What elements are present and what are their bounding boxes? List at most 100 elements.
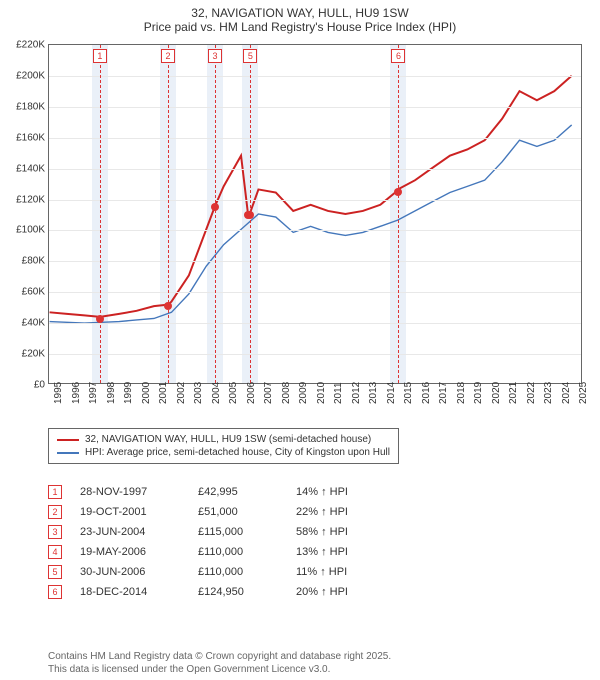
x-axis-label: 1997	[88, 382, 99, 404]
sale-row-number: 2	[48, 505, 62, 519]
sale-marker-box: 3	[208, 49, 222, 63]
series-line	[50, 76, 572, 317]
y-axis-label: £120K	[7, 194, 45, 205]
x-axis-label: 2005	[228, 382, 239, 404]
gridline	[49, 138, 581, 139]
sale-point	[164, 302, 172, 310]
y-axis-label: £40K	[7, 318, 45, 329]
sale-row-diff: 22% ↑ HPI	[296, 506, 396, 518]
price-chart: £0£20K£40K£60K£80K£100K£120K£140K£160K£1…	[48, 44, 582, 384]
gridline	[49, 354, 581, 355]
legend-item: 32, NAVIGATION WAY, HULL, HU9 1SW (semi-…	[57, 433, 390, 446]
legend-swatch	[57, 452, 79, 454]
sale-row: 4 19-MAY-2006 £110,000 13% ↑ HPI	[48, 542, 396, 562]
gridline	[49, 230, 581, 231]
legend-label: 32, NAVIGATION WAY, HULL, HU9 1SW (semi-…	[85, 434, 371, 445]
sale-row-price: £110,000	[198, 546, 278, 558]
x-axis-label: 2008	[281, 382, 292, 404]
x-axis-label: 2013	[368, 382, 379, 404]
legend-label: HPI: Average price, semi-detached house,…	[85, 447, 390, 458]
sale-row: 530-JUN-2006£110,00011% ↑ HPI	[48, 562, 396, 582]
x-axis-label: 2017	[438, 382, 449, 404]
legend-swatch	[57, 439, 79, 441]
sale-marker-box: 5	[243, 49, 257, 63]
y-axis-label: £80K	[7, 256, 45, 267]
sale-row: 219-OCT-2001£51,00022% ↑ HPI	[48, 502, 396, 522]
x-axis-label: 2007	[263, 382, 274, 404]
chart-legend: 32, NAVIGATION WAY, HULL, HU9 1SW (semi-…	[48, 428, 399, 464]
y-axis-label: £140K	[7, 163, 45, 174]
legend-item: HPI: Average price, semi-detached house,…	[57, 446, 390, 459]
sale-marker-box: 6	[391, 49, 405, 63]
gridline	[49, 261, 581, 262]
x-axis-label: 1998	[106, 382, 117, 404]
sale-point	[211, 203, 219, 211]
x-axis-label: 2001	[158, 382, 169, 404]
footer-license: This data is licensed under the Open Gov…	[48, 663, 590, 676]
x-axis-label: 2025	[578, 382, 589, 404]
page-title-address: 32, NAVIGATION WAY, HULL, HU9 1SW	[10, 6, 590, 20]
x-axis-label: 1995	[53, 382, 64, 404]
sale-row-date: 19-MAY-2006	[80, 546, 180, 558]
gridline	[49, 169, 581, 170]
sales-table: 1 28-NOV-1997 £42,995 14% ↑ HPI 2 19-OCT-2001…	[48, 482, 396, 602]
gridline	[49, 107, 581, 108]
x-axis-label: 2020	[491, 382, 502, 404]
y-axis-label: £220K	[7, 40, 45, 51]
x-axis-label: 2023	[543, 382, 554, 404]
y-axis-label: £180K	[7, 101, 45, 112]
series-line	[50, 125, 572, 323]
sale-dashline	[168, 45, 169, 383]
x-axis-label: 2011	[333, 382, 344, 404]
x-axis-label: 2003	[193, 382, 204, 404]
x-axis-label: 2014	[386, 382, 397, 404]
sale-row: 1 28-NOV-1997 £42,995 14% ↑ HPI	[48, 482, 396, 502]
sale-row-number: 3	[48, 525, 62, 539]
y-axis-label: £200K	[7, 70, 45, 81]
x-axis-label: 2010	[316, 382, 327, 404]
sale-point	[394, 188, 402, 196]
x-axis-label: 2021	[508, 382, 519, 404]
x-axis-label: 2009	[298, 382, 309, 404]
y-axis-label: £0	[7, 380, 45, 391]
sale-row-number: 6	[48, 585, 62, 599]
gridline	[49, 76, 581, 77]
sale-row: 618-DEC-2014£124,95020% ↑ HPI	[48, 582, 396, 602]
y-axis-label: £20K	[7, 349, 45, 360]
sale-row-diff: 58% ↑ HPI	[296, 526, 396, 538]
sale-row-number: 5	[48, 565, 62, 579]
license-footer: Contains HM Land Registry data © Crown c…	[48, 650, 590, 676]
sale-row-date: 23-JUN-2004	[80, 526, 180, 538]
gridline	[49, 292, 581, 293]
sale-row: 3 23-JUN-2004 £115,000 58% ↑ HPI	[48, 522, 396, 542]
x-axis-label: 2016	[421, 382, 432, 404]
sale-row-number: 4	[48, 545, 62, 559]
gridline	[49, 200, 581, 201]
x-axis-label: 2006	[246, 382, 257, 404]
sale-row-date: 30-JUN-2006	[80, 566, 180, 578]
x-axis-label: 2019	[473, 382, 484, 404]
x-axis-label: 2012	[351, 382, 362, 404]
sale-row-price: £110,000	[198, 566, 278, 578]
sale-marker-box: 1	[93, 49, 107, 63]
x-axis-label: 1996	[71, 382, 82, 404]
chart-svg	[49, 45, 581, 383]
sale-row-price: £42,995	[198, 486, 278, 498]
sale-row-price: £115,000	[198, 526, 278, 538]
sale-row-date: 19-OCT-2001	[80, 506, 180, 518]
y-axis-label: £60K	[7, 287, 45, 298]
x-axis-label: 2002	[176, 382, 187, 404]
sale-dashline	[398, 45, 399, 383]
sale-row-number: 1	[48, 485, 62, 499]
x-axis-label: 2022	[526, 382, 537, 404]
x-axis-label: 2000	[141, 382, 152, 404]
sale-row-date: 28-NOV-1997	[80, 486, 180, 498]
sale-point	[96, 315, 104, 323]
y-axis-label: £160K	[7, 132, 45, 143]
gridline	[49, 323, 581, 324]
sale-row-diff: 14% ↑ HPI	[296, 486, 396, 498]
x-axis-label: 2018	[456, 382, 467, 404]
sale-row-diff: 13% ↑ HPI	[296, 546, 396, 558]
x-axis-label: 1999	[123, 382, 134, 404]
sale-point	[246, 211, 254, 219]
